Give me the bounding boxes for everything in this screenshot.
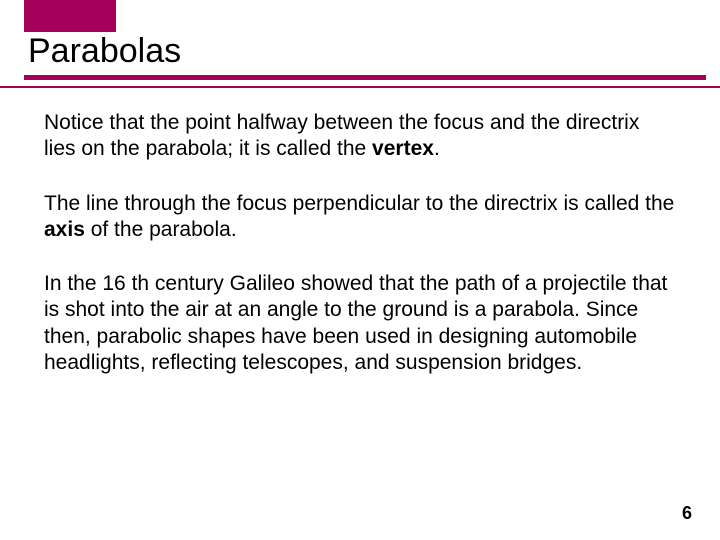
- page-number: 6: [682, 503, 692, 524]
- paragraph-3-text: In the 16 th century Galileo showed that…: [44, 272, 667, 374]
- paragraph-2-text-c: of the parabola.: [85, 218, 237, 241]
- paragraph-2: The line through the focus perpendicular…: [44, 191, 676, 244]
- slide-title: Parabolas: [28, 32, 181, 71]
- paragraph-1: Notice that the point halfway between th…: [44, 110, 676, 163]
- header-rule-bottom: [0, 86, 720, 88]
- header-rule-top: [24, 75, 706, 80]
- slide-body: Notice that the point halfway between th…: [44, 110, 676, 404]
- paragraph-1-text-c: .: [434, 137, 440, 160]
- paragraph-3: In the 16 th century Galileo showed that…: [44, 271, 676, 376]
- paragraph-1-bold: vertex: [372, 137, 434, 160]
- slide-header: Parabolas: [0, 0, 720, 90]
- paragraph-2-text-a: The line through the focus perpendicular…: [44, 192, 674, 215]
- paragraph-1-text-a: Notice that the point halfway between th…: [44, 111, 639, 160]
- paragraph-2-bold: axis: [44, 218, 85, 241]
- accent-block: [24, 0, 116, 32]
